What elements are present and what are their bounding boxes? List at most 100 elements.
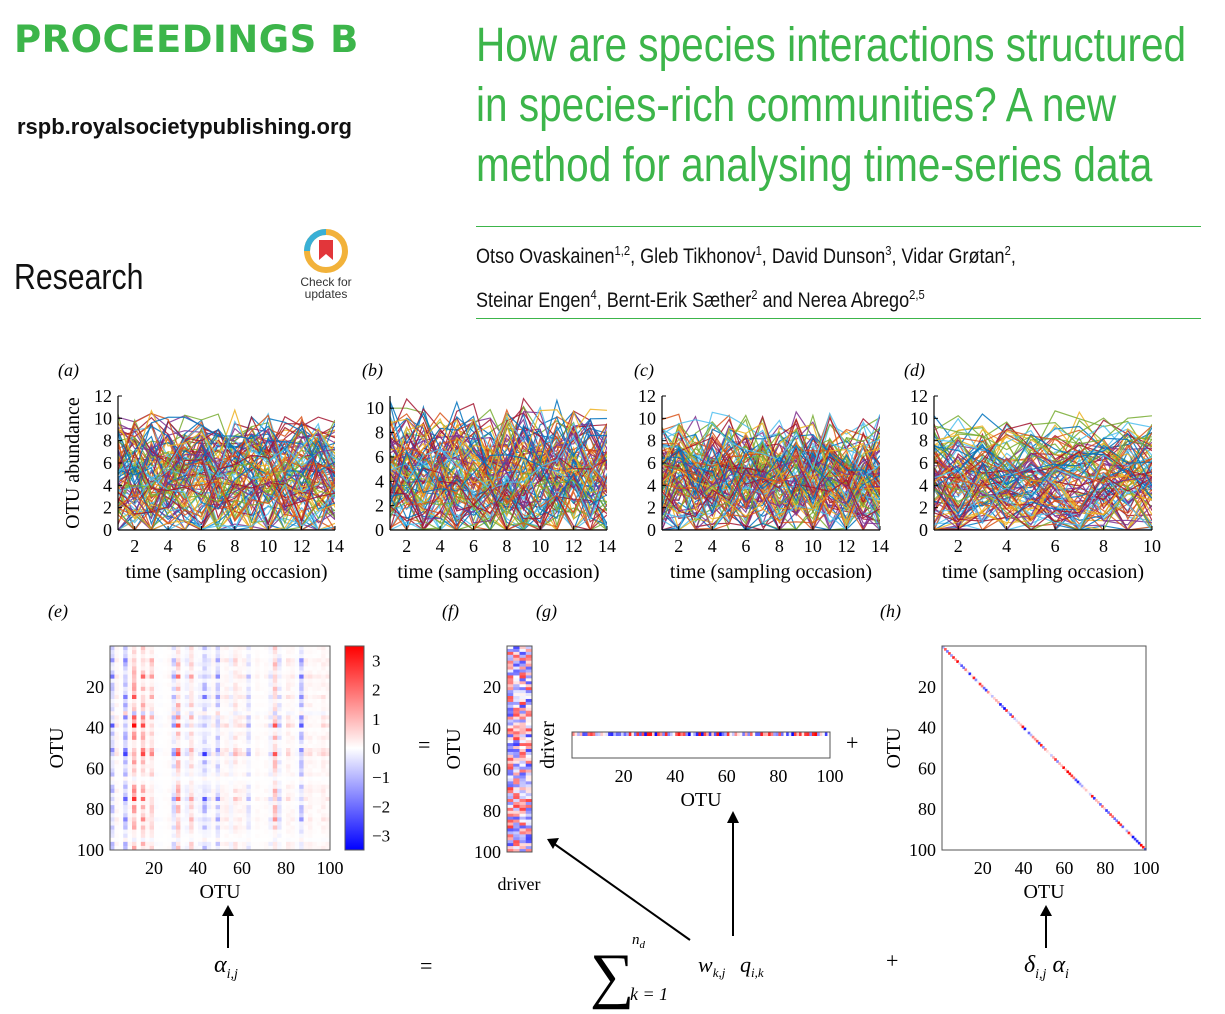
panel-label: (a) (58, 360, 79, 381)
heatmap-cells (572, 732, 831, 736)
colorbar-tick-label: 2 (372, 681, 381, 700)
author-name[interactable]: Vidar Grøtan2 (901, 243, 1011, 268)
x-tick-label: 10 (531, 536, 549, 556)
y-tick-label: 40 (918, 718, 936, 738)
x-tick-label: 60 (718, 766, 736, 786)
x-tick-label: 6 (741, 536, 750, 556)
y-tick-label: 0 (103, 520, 112, 540)
y-tick-label: 60 (918, 758, 936, 778)
series-line (118, 483, 335, 530)
y-tick-label: 20 (483, 677, 501, 697)
x-tick-label: 10 (1143, 536, 1161, 556)
author-affiliation: 2 (1004, 243, 1011, 258)
series-line (390, 452, 607, 514)
author-affiliation: 2,5 (909, 287, 925, 302)
series-line (934, 460, 1152, 523)
series-line (662, 438, 880, 500)
heatmap-cells (110, 646, 331, 851)
series-line (390, 421, 607, 490)
y-tick-label: 40 (86, 718, 104, 738)
series-line (390, 418, 607, 489)
series-line (662, 486, 880, 525)
y-tick-label: 12 (638, 386, 656, 406)
series-line (934, 437, 1152, 499)
author-name[interactable]: Otso Ovaskainen1,2 (476, 243, 631, 268)
title-divider (476, 226, 1201, 227)
x-axis-label: time (sampling occasion) (397, 561, 599, 583)
series-line (390, 405, 607, 479)
y-tick-label: 2 (103, 498, 112, 518)
series-line (118, 476, 335, 530)
y-tick-label: 8 (647, 431, 656, 451)
series-line (934, 471, 1152, 530)
x-tick-label: 10 (804, 536, 822, 556)
y-tick-label: 100 (909, 840, 936, 860)
series-line (934, 413, 1152, 450)
author-name[interactable]: Bernt-Erik Sæther2 (606, 287, 758, 312)
y-axis-label: OTU (46, 727, 68, 769)
series-group (390, 397, 607, 530)
series-line (390, 480, 607, 530)
author-affiliation: 2 (751, 287, 758, 302)
series-line (934, 425, 1152, 487)
author-name[interactable]: David Dunson3 (771, 243, 892, 268)
y-tick-label: 0 (375, 520, 384, 540)
series-line (118, 416, 335, 475)
x-tick-label: 8 (230, 536, 239, 556)
y-tick-label: 10 (94, 408, 112, 428)
x-tick-label: 6 (469, 536, 478, 556)
y-tick-label: 12 (910, 386, 928, 406)
heatmap-f: 20 40 60 80 100 OTU driver (f) (442, 601, 540, 894)
series-line (934, 429, 1152, 482)
series-line (390, 447, 607, 521)
x-tick-label: 20 (974, 858, 992, 878)
x-tick-label: 10 (259, 536, 277, 556)
x-tick-label: 80 (1096, 858, 1114, 878)
series-line (390, 447, 607, 514)
eq-sum-upper: nd (632, 932, 646, 951)
journal-url[interactable]: rspb.royalsocietypublishing.org (17, 114, 352, 139)
y-tick-label: 4 (919, 475, 928, 495)
article-section: Research (14, 256, 144, 297)
series-line (118, 486, 335, 530)
series-line (118, 446, 335, 506)
y-tick-label: 100 (77, 840, 104, 860)
series-line (390, 475, 607, 530)
x-tick-label: 60 (233, 858, 251, 878)
series-line (118, 423, 335, 475)
panel-label: (h) (880, 601, 901, 622)
y-tick-label: 6 (919, 453, 928, 473)
author-name[interactable]: Steinar Engen4 (476, 287, 597, 312)
check-for-updates-badge[interactable]: Check for updates (286, 228, 366, 300)
colorbar (344, 645, 365, 851)
check-badge-line1: Check for (300, 275, 352, 289)
panel-label: (f) (442, 601, 459, 622)
x-tick-label: 4 (164, 536, 173, 556)
heatmap-h: 20 40 60 80 100 20 40 60 80 100 OTU OTU (h) (880, 601, 1160, 903)
x-axis-label: time (sampling occasion) (942, 561, 1144, 583)
y-axis-label: OTU (443, 728, 465, 770)
crossmark-icon (304, 229, 348, 273)
y-tick-label: 8 (375, 423, 384, 443)
q-arrow (552, 842, 691, 941)
series-line (934, 410, 1152, 476)
colorbar-tick-label: −3 (372, 826, 390, 845)
plot-frame (506, 645, 533, 853)
x-tick-label: 2 (402, 536, 411, 556)
y-tick-label: 20 (918, 677, 936, 697)
series-group (662, 410, 880, 530)
x-tick-label: 100 (817, 766, 844, 786)
author-name[interactable]: Gleb Tikhonov1 (640, 243, 762, 268)
x-tick-label: 80 (769, 766, 787, 786)
author-affiliation: 3 (885, 243, 892, 258)
series-line (934, 466, 1152, 526)
eq-plus-bottom: + (886, 948, 898, 973)
plot-frame (109, 645, 331, 851)
y-tick-label: 6 (103, 453, 112, 473)
eq-equals-top: = (418, 732, 430, 757)
author-name[interactable]: Nerea Abrego2,5 (797, 287, 925, 312)
y-tick-label: 60 (86, 758, 104, 778)
panel-label: (g) (536, 601, 557, 622)
